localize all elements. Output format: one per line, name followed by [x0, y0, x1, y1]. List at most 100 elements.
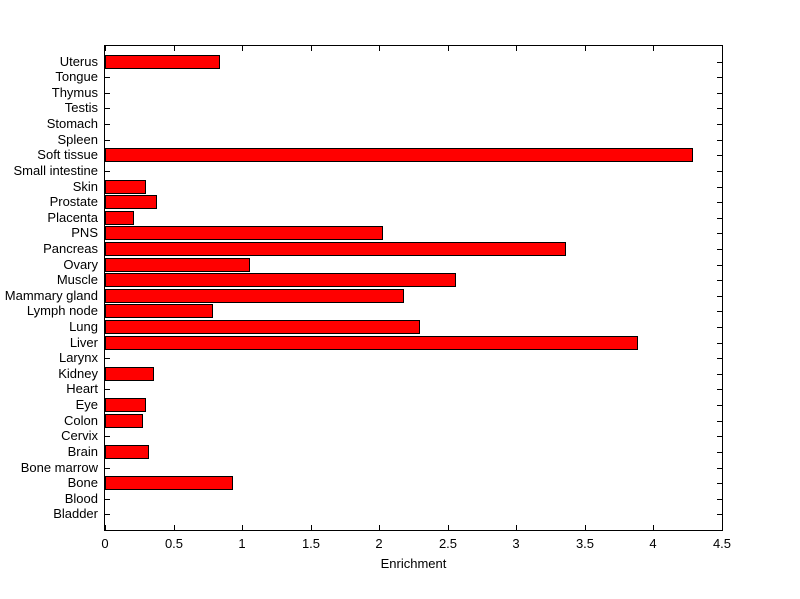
bar-pns: [105, 226, 383, 240]
y-axis-tick: [105, 499, 110, 500]
x-axis-tick: [311, 525, 312, 530]
x-axis-tick: [311, 46, 312, 51]
y-axis-tick: [717, 296, 722, 297]
y-category-label: Tongue: [55, 69, 98, 84]
y-axis-tick: [717, 233, 722, 234]
y-category-label: Testis: [64, 100, 98, 115]
bar-eye: [105, 398, 146, 412]
y-category-label: Bone marrow: [20, 460, 98, 475]
y-category-label: Placenta: [47, 210, 98, 225]
y-axis-tick: [717, 343, 722, 344]
y-axis-tick: [717, 405, 722, 406]
y-category-label: Larynx: [58, 350, 98, 365]
y-category-label: Lung: [69, 319, 98, 334]
bar-brain: [105, 445, 149, 459]
y-axis-tick: [717, 218, 722, 219]
y-axis-tick: [717, 155, 722, 156]
x-axis-tick: [174, 46, 175, 51]
bar-soft-tissue: [105, 148, 693, 162]
y-category-label: Ovary: [63, 257, 98, 272]
y-axis-tick: [717, 389, 722, 390]
y-category-label: Soft tissue: [37, 147, 98, 162]
x-axis-tick: [242, 525, 243, 530]
x-axis-tick: [585, 46, 586, 51]
x-tick-label: 3: [512, 536, 520, 551]
bar-prostate: [105, 195, 157, 209]
y-axis-tick: [717, 468, 722, 469]
x-axis-label: Enrichment: [380, 556, 447, 571]
y-category-label: Stomach: [46, 116, 98, 131]
x-axis-tick: [379, 46, 380, 51]
bar-placenta: [105, 211, 134, 225]
y-axis-tick: [105, 124, 110, 125]
x-axis-tick: [242, 46, 243, 51]
y-category-label: Muscle: [56, 272, 98, 287]
y-axis-tick: [717, 77, 722, 78]
y-axis-tick: [105, 468, 110, 469]
x-tick-label: 2.5: [438, 536, 458, 551]
y-axis-tick: [717, 327, 722, 328]
bar-pancreas: [105, 242, 566, 256]
x-axis-tick: [516, 46, 517, 51]
y-axis-tick: [717, 514, 722, 515]
y-category-label: Mammary gland: [4, 288, 98, 303]
y-category-label: Bladder: [53, 506, 98, 521]
y-axis-tick: [717, 62, 722, 63]
bar-lung: [105, 320, 420, 334]
bar-muscle: [105, 273, 456, 287]
y-axis-tick: [717, 280, 722, 281]
y-axis-tick: [717, 124, 722, 125]
y-category-label: Pancreas: [43, 241, 98, 256]
x-axis-tick: [448, 525, 449, 530]
y-category-label: Prostate: [49, 194, 98, 209]
bar-skin: [105, 180, 146, 194]
y-category-label: Heart: [66, 381, 98, 396]
y-axis-tick: [105, 436, 110, 437]
x-tick-label: 1: [238, 536, 246, 551]
y-category-label: Uterus: [59, 54, 98, 69]
y-axis-tick: [717, 187, 722, 188]
plot-area: [104, 45, 723, 531]
y-axis-tick: [717, 202, 722, 203]
y-axis-tick: [105, 389, 110, 390]
y-axis-tick: [717, 108, 722, 109]
x-axis-tick: [174, 525, 175, 530]
y-category-label: Small intestine: [13, 163, 98, 178]
x-axis-tick: [722, 525, 723, 530]
x-tick-label: 3.5: [575, 536, 595, 551]
y-axis-tick: [717, 358, 722, 359]
x-tick-label: 0.5: [164, 536, 184, 551]
y-axis-tick: [717, 93, 722, 94]
y-axis-tick: [717, 436, 722, 437]
bar-liver: [105, 336, 638, 350]
y-axis-tick: [105, 93, 110, 94]
x-axis-tick: [379, 525, 380, 530]
x-axis-tick: [653, 46, 654, 51]
y-axis-tick: [717, 421, 722, 422]
y-category-label: Lymph node: [26, 303, 98, 318]
y-category-label: PNS: [71, 225, 98, 240]
y-category-label: Blood: [64, 491, 98, 506]
x-axis-tick: [105, 46, 106, 51]
y-category-label: Bone: [67, 475, 98, 490]
y-axis-tick: [717, 483, 722, 484]
y-axis-tick: [717, 249, 722, 250]
y-axis-tick: [717, 374, 722, 375]
y-axis-tick: [105, 108, 110, 109]
y-axis-tick: [105, 140, 110, 141]
y-category-label: Liver: [69, 335, 98, 350]
x-tick-label: 0: [101, 536, 109, 551]
y-category-label: Brain: [67, 444, 98, 459]
x-axis-tick: [516, 525, 517, 530]
y-category-label: Skin: [72, 179, 98, 194]
x-tick-label: 4: [649, 536, 657, 551]
bar-kidney: [105, 367, 154, 381]
y-axis-tick: [717, 140, 722, 141]
x-tick-label: 4.5: [712, 536, 732, 551]
bar-bone: [105, 476, 233, 490]
bar-lymph-node: [105, 304, 213, 318]
bar-uterus: [105, 55, 220, 69]
y-axis-tick: [105, 358, 110, 359]
y-category-label: Kidney: [58, 366, 98, 381]
